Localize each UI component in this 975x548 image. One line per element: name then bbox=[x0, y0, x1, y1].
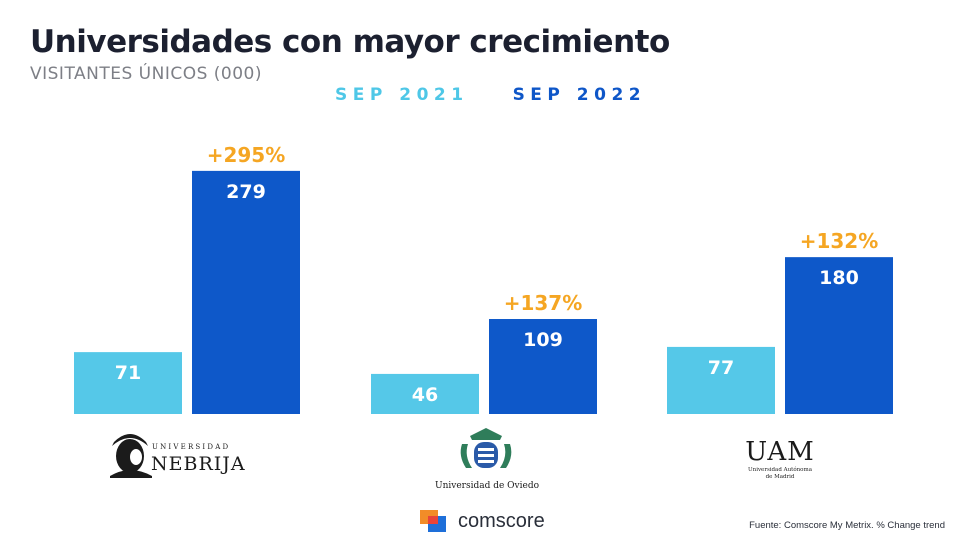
bar-value-label: 77 bbox=[708, 357, 734, 379]
nebrija-logo-top: UNIVERSIDAD bbox=[152, 443, 230, 451]
uam-logo-line2: de Madrid bbox=[766, 474, 795, 480]
growth-label: +132% bbox=[800, 229, 879, 253]
bar-oviedo-sep-2021 bbox=[371, 373, 479, 414]
bar-value-label: 279 bbox=[226, 181, 266, 203]
bar-value-label: 109 bbox=[523, 329, 563, 351]
uam-logo: UAM Universidad Autónoma de Madrid bbox=[745, 437, 815, 480]
bar-value-label: 71 bbox=[115, 362, 141, 384]
legend-item-sep-2022: SEP 2022 bbox=[512, 85, 647, 105]
uam-logo-line1: Universidad Autónoma bbox=[748, 466, 813, 473]
source-note: Fuente: Comscore My Metrix. % Change tre… bbox=[749, 520, 945, 531]
bar-value-label: 180 bbox=[819, 267, 859, 289]
growth-label: +295% bbox=[207, 143, 286, 167]
legend: SEP 2021 SEP 2022 bbox=[335, 85, 646, 105]
oviedo-crest-icon bbox=[460, 428, 512, 468]
comscore-brand-text: comscore bbox=[458, 509, 545, 532]
bar-uam-sep-2021 bbox=[667, 346, 775, 414]
bar-value-label: 46 bbox=[412, 384, 438, 406]
growth-label: +137% bbox=[504, 291, 583, 315]
uam-logo-name: UAM bbox=[745, 437, 815, 467]
comscore-logo-icon bbox=[420, 510, 446, 532]
bar-nebrija-sep-2022 bbox=[192, 170, 300, 414]
bar-oviedo-sep-2022 bbox=[489, 319, 597, 414]
nebrija-portrait-icon bbox=[110, 434, 152, 478]
bar-nebrija-sep-2021 bbox=[74, 352, 182, 414]
oviedo-logo: Universidad de Oviedo bbox=[435, 428, 539, 491]
oviedo-logo-name: Universidad de Oviedo bbox=[435, 481, 539, 491]
comscore-brand: comscore bbox=[420, 508, 545, 534]
chart-subtitle: VISITANTES ÚNICOS (000) bbox=[30, 64, 263, 84]
chart-title: Universidades con mayor crecimiento bbox=[30, 24, 670, 60]
nebrija-logo-name: NEBRIJA bbox=[151, 453, 246, 475]
bar-uam-sep-2022 bbox=[785, 257, 893, 414]
bars-layer: 71 279 +295% 46 109 +137% 77 180 +132% bbox=[74, 143, 893, 414]
legend-item-sep-2021: SEP 2021 bbox=[335, 85, 469, 105]
nebrija-logo: UNIVERSIDAD NEBRIJA bbox=[110, 434, 246, 478]
